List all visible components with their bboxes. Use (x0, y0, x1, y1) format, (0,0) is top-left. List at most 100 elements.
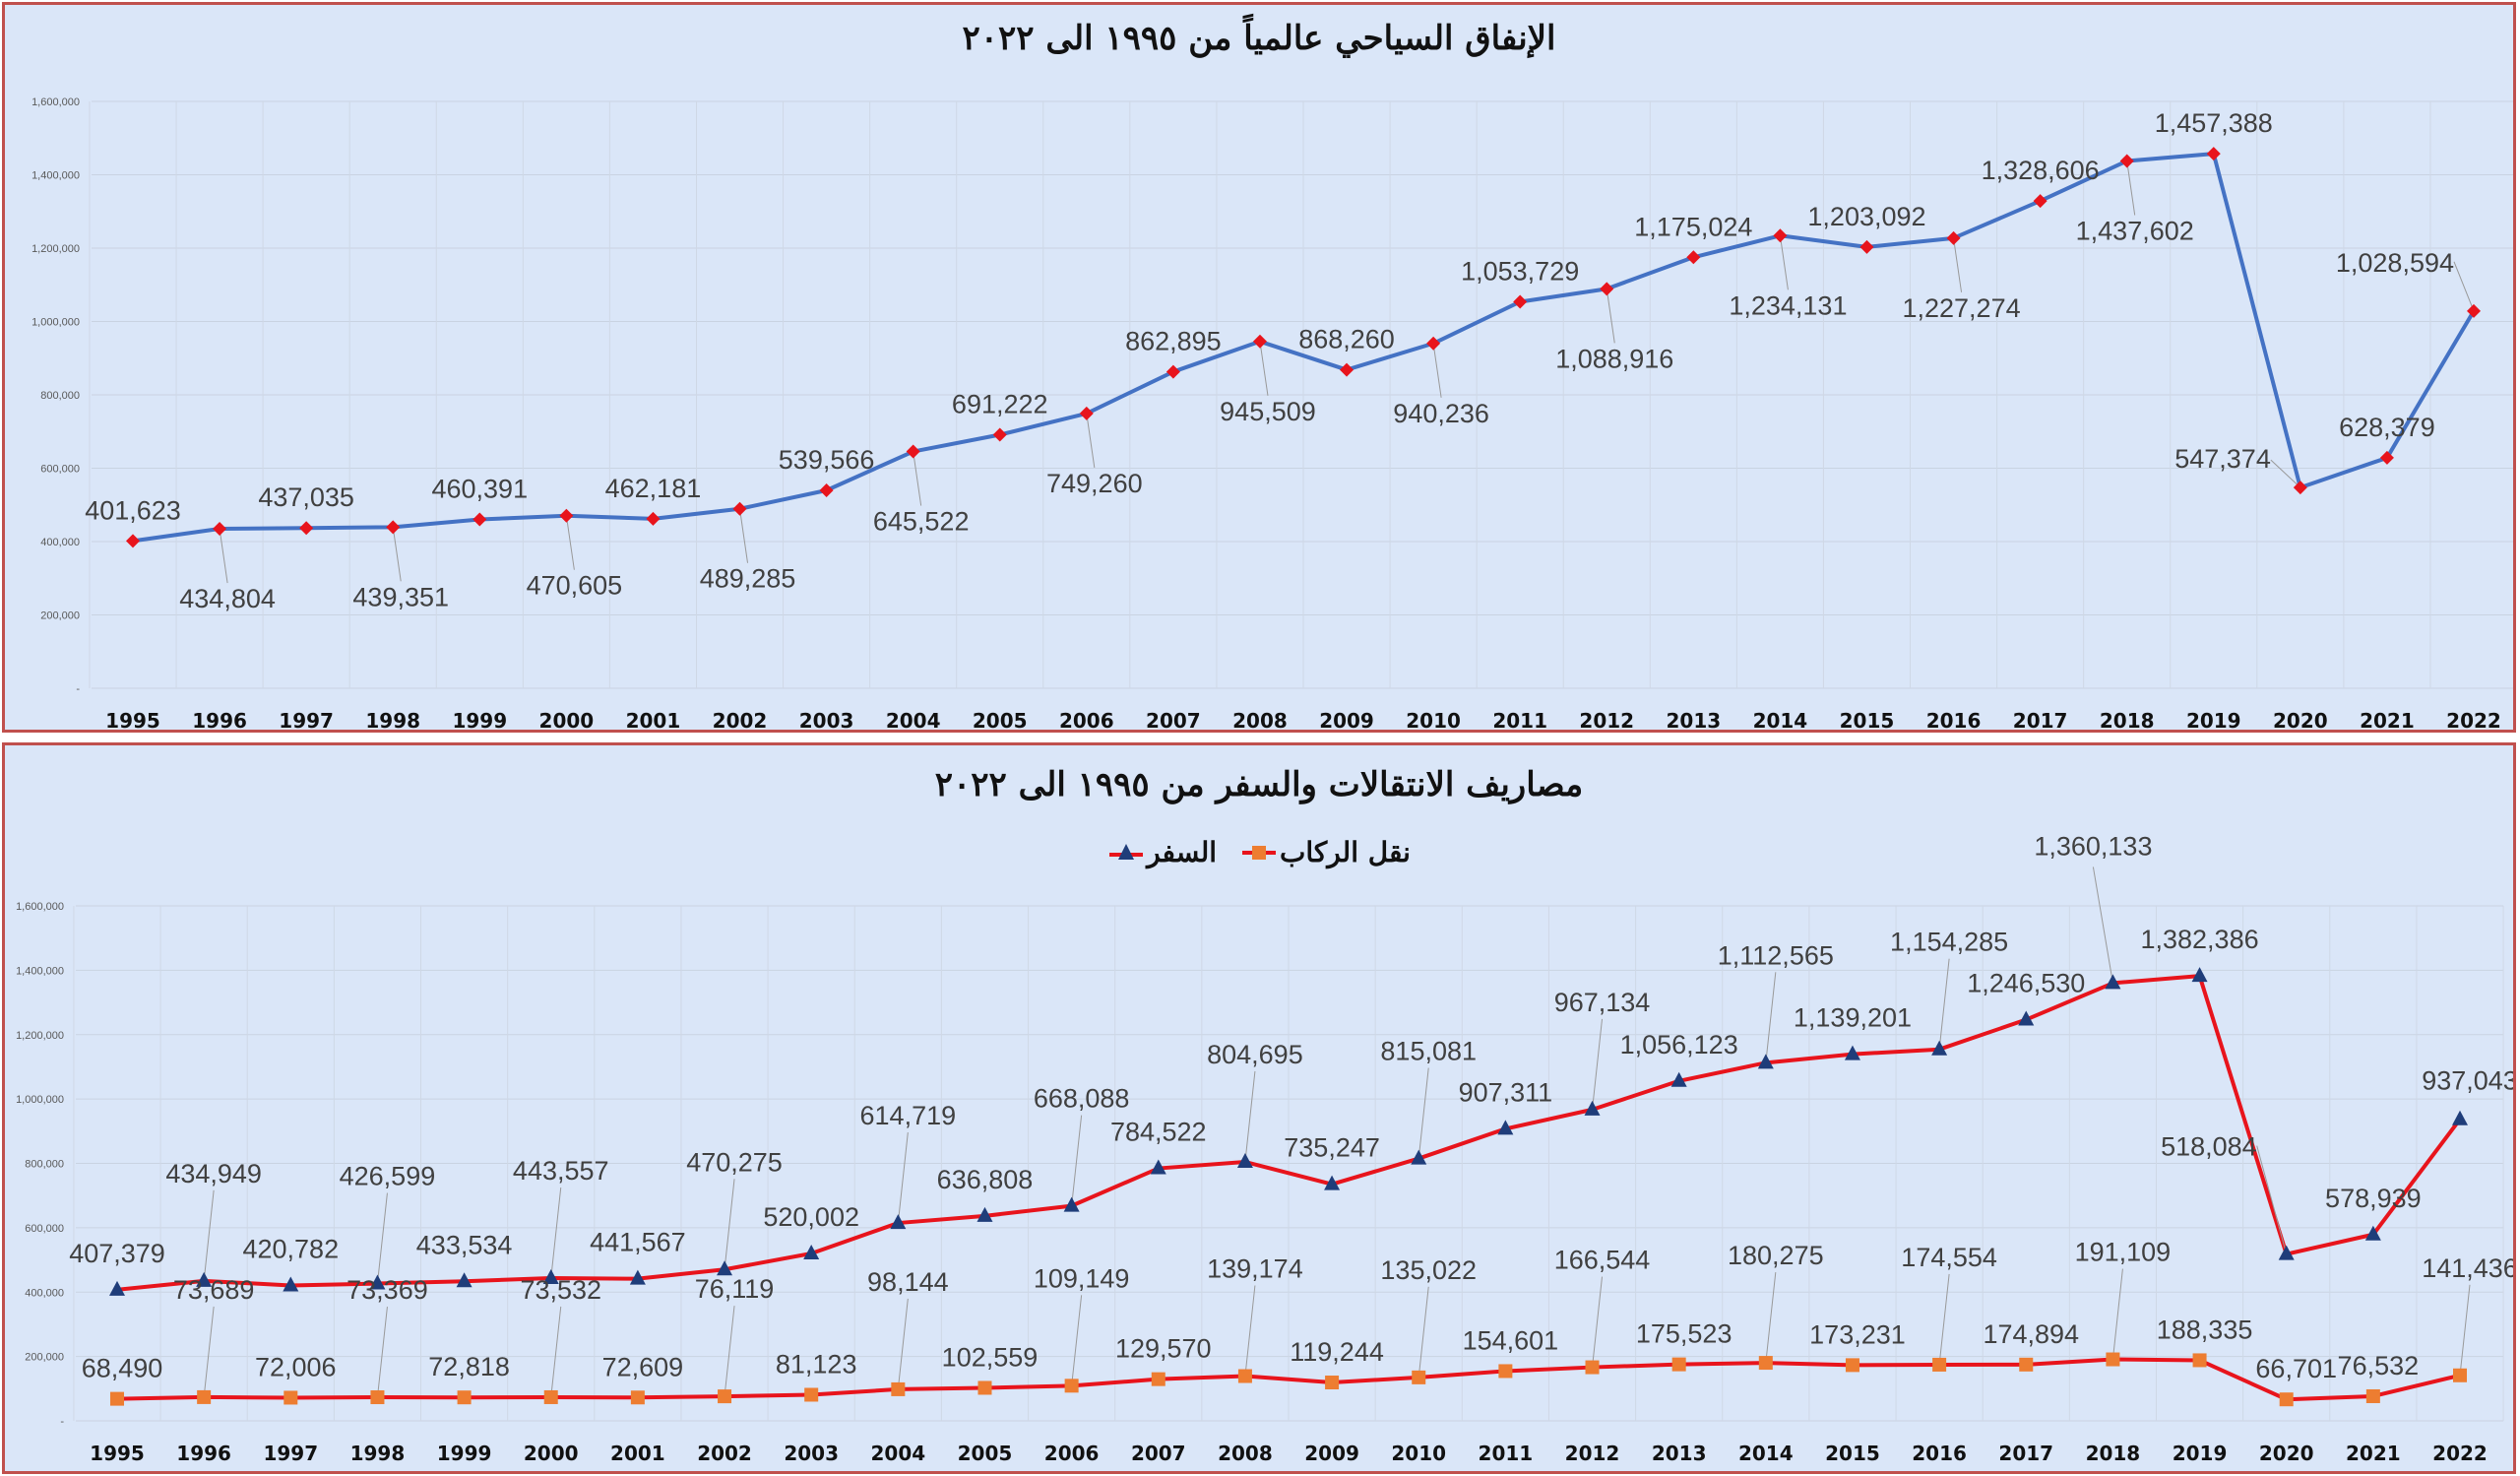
x-tick-label: 2021 (2360, 709, 2415, 730)
data-label: 439,351 (352, 582, 449, 611)
data-point-marker (1931, 1040, 1948, 1056)
tourism-spending-chart-panel: الإنفاق السياحي عالمياً من ١٩٩٥ الى ٢٠٢٢… (2, 2, 2516, 733)
triangle-marker-icon (1109, 843, 1144, 860)
data-point-marker (456, 1272, 472, 1288)
x-tick-label: 1995 (90, 1442, 145, 1465)
x-tick-label: 2015 (1825, 1442, 1880, 1465)
data-label: 72,818 (428, 1352, 510, 1381)
data-label: 407,379 (69, 1239, 165, 1268)
label-leader-line (1938, 958, 1950, 1050)
x-tick-label: 2003 (784, 1442, 839, 1465)
data-label: 907,311 (1459, 1077, 1553, 1107)
data-point-marker (891, 1381, 906, 1396)
data-label: 154,601 (1463, 1325, 1559, 1355)
x-tick-label: 2022 (2432, 1442, 2488, 1465)
x-tick-label: 2014 (1753, 709, 1808, 730)
data-point-marker (1757, 1054, 1774, 1069)
data-label: 547,374 (2174, 444, 2271, 474)
data-label: 191,109 (2075, 1238, 2172, 1267)
data-point-marker (1498, 1364, 1513, 1379)
x-tick-label: 2007 (1131, 1442, 1186, 1465)
data-label: 139,174 (1207, 1254, 1303, 1284)
data-label: 109,149 (1034, 1263, 1130, 1293)
label-leader-line (1418, 1286, 1429, 1378)
x-tick-label: 2001 (610, 1442, 665, 1465)
data-point-marker (803, 1245, 820, 1260)
x-tick-label: 2006 (1044, 1442, 1100, 1465)
data-label: 578,939 (2325, 1184, 2422, 1213)
x-tick-label: 2017 (1998, 1442, 2053, 1465)
transport-travel-chart: - 200,000 400,000 600,000 800,000 1,000,000 1,… (16, 831, 2513, 1465)
data-label: 967,134 (1554, 988, 1651, 1017)
y-tick-label: 1,600,000 (16, 901, 64, 913)
data-point-marker (1773, 228, 1788, 243)
y-tick-label: 1,200,000 (16, 1030, 64, 1042)
y-tick-label: - (60, 1416, 64, 1428)
x-tick-label: 2020 (2273, 709, 2328, 730)
label-leader-line (550, 1187, 562, 1279)
data-label: 1,139,201 (1794, 1003, 1912, 1033)
data-label: 1,382,386 (2140, 925, 2258, 954)
data-point-marker (2278, 1245, 2295, 1260)
data-label: 102,559 (942, 1342, 1039, 1372)
label-leader-line (1259, 341, 1269, 396)
data-label: 749,260 (1046, 469, 1143, 498)
label-leader-line (2126, 160, 2136, 216)
data-point-marker (1411, 1149, 1427, 1165)
data-point-marker (1845, 1358, 1859, 1373)
x-tick-label: 2010 (1406, 709, 1461, 730)
data-point-marker (630, 1390, 645, 1405)
data-point-marker (1859, 239, 1874, 254)
data-point-marker (2192, 1353, 2207, 1368)
label-leader-line (2092, 866, 2113, 984)
x-tick-label: 1999 (452, 709, 507, 730)
data-label: 489,285 (700, 564, 796, 594)
label-leader-line (2256, 1145, 2288, 1254)
data-label: 520,002 (763, 1202, 859, 1232)
data-label: 66,701 (2255, 1354, 2337, 1383)
legend-item-passenger-transport: نقل الركاب (1240, 836, 1411, 868)
data-point-marker (197, 1389, 212, 1404)
data-label: 401,623 (85, 495, 181, 525)
data-point-marker (1426, 336, 1441, 351)
y-tick-label: 1,000,000 (16, 1094, 64, 1106)
legend-item-travel: السفر (1107, 836, 1217, 868)
data-label: 135,022 (1380, 1255, 1477, 1285)
x-tick-label: 2019 (2173, 1442, 2228, 1465)
data-label: 73,689 (173, 1275, 255, 1305)
x-tick-label: 2009 (1319, 709, 1374, 730)
data-label: 1,246,530 (1967, 969, 2085, 998)
data-label: 129,570 (1115, 1334, 1212, 1364)
label-leader-line (1953, 237, 1963, 292)
y-tick-label: 800,000 (25, 1159, 64, 1171)
data-label: 462,181 (605, 474, 702, 503)
x-tick-label: 2012 (1565, 1442, 1620, 1465)
label-leader-line (2459, 1284, 2471, 1376)
data-label: 628,379 (2339, 413, 2435, 442)
x-tick-label: 2022 (2446, 709, 2501, 730)
x-tick-label: 2009 (1304, 1442, 1359, 1465)
data-label: 119,244 (1290, 1337, 1384, 1367)
x-tick-label: 2006 (1059, 709, 1114, 730)
data-label: 1,227,274 (1902, 293, 2020, 323)
data-point-marker (890, 1214, 907, 1230)
data-label: 804,695 (1207, 1040, 1303, 1069)
data-point-marker (283, 1276, 299, 1292)
x-tick-label: 2010 (1391, 1442, 1446, 1465)
series-line (116, 974, 2462, 1292)
y-tick-label: 200,000 (25, 1352, 64, 1364)
data-point-marker (646, 511, 661, 526)
y-tick-label: 1,400,000 (32, 170, 80, 182)
data-point-marker (369, 1274, 386, 1290)
x-tick-label: 2017 (2013, 709, 2068, 730)
label-leader-line (1244, 1070, 1256, 1163)
x-tick-label: 2013 (1652, 1442, 1707, 1465)
data-label: 433,534 (416, 1230, 513, 1259)
series-line (132, 152, 2476, 544)
data-point-marker (718, 1389, 732, 1404)
transport-travel-chart-panel: مصاريف الانتقالات والسفر من ١٩٩٥ الى ٢٠٢… (2, 742, 2516, 1474)
data-point-marker (1324, 1175, 1341, 1190)
label-leader-line (1071, 1115, 1083, 1206)
data-label: 940,236 (1393, 399, 1489, 428)
data-point-marker (542, 1269, 559, 1285)
